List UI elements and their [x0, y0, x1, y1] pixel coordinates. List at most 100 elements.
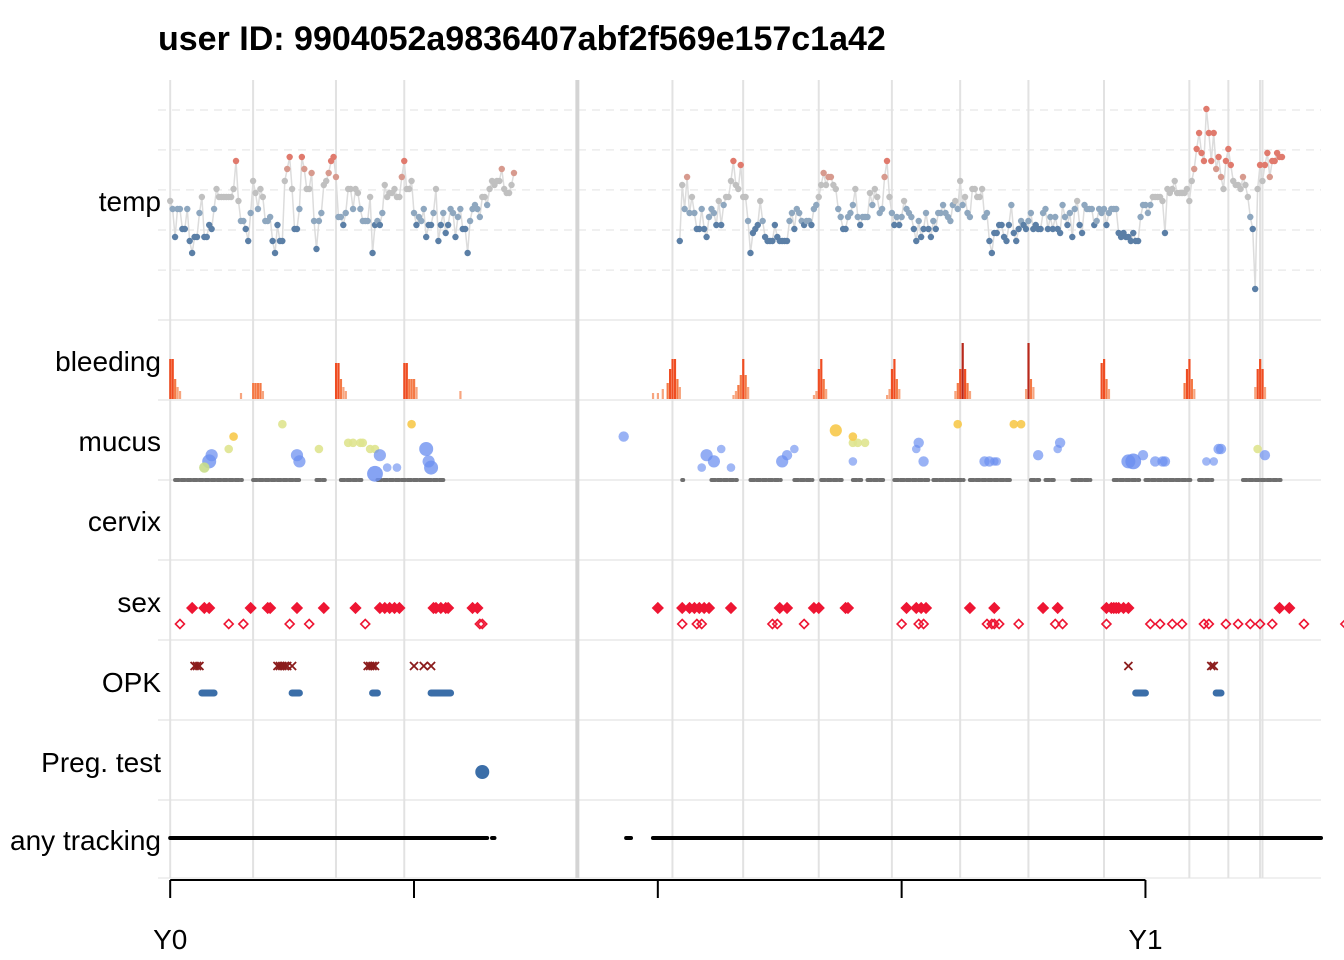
temp-point	[1161, 229, 1169, 237]
mucus-point	[358, 438, 368, 448]
temp-point	[1093, 217, 1100, 225]
temp-point	[869, 201, 876, 209]
temp-point	[993, 229, 1000, 237]
sex-protected-point	[917, 618, 930, 630]
bleeding-bar	[739, 375, 742, 399]
temp-point	[1100, 205, 1108, 213]
opk-positive-point	[409, 661, 419, 671]
temp-point	[715, 197, 722, 205]
sex-unprotected-point	[724, 601, 738, 615]
bleeding-bar	[820, 359, 823, 399]
sex-unprotected-point	[702, 601, 716, 615]
mucus-point	[1215, 443, 1227, 455]
sex-protected-point	[474, 618, 486, 630]
temp-point	[435, 237, 442, 245]
temp-point	[437, 221, 445, 229]
temp-point	[727, 177, 735, 185]
temp-point	[852, 185, 859, 193]
temp-point	[232, 157, 240, 165]
bleeding-bar	[968, 391, 972, 399]
sex-unprotected-point	[900, 601, 913, 615]
row-label-preg: Preg. test	[41, 747, 161, 778]
temp-point	[330, 153, 337, 161]
temp-point	[1013, 237, 1020, 245]
mucus-point	[1125, 453, 1142, 470]
sex-unprotected-point	[651, 601, 664, 615]
temp-point	[1144, 209, 1152, 217]
mucus-point	[848, 457, 858, 466]
temp-point	[1088, 205, 1096, 213]
temp-point	[1015, 225, 1022, 233]
temp-point	[337, 213, 345, 221]
temp-point	[881, 173, 888, 181]
temp-point	[956, 177, 964, 185]
chart-title: user ID: 9904052a9836407abf2f569e157c1a4…	[158, 20, 886, 58]
mucus-point	[424, 460, 439, 475]
sex-protected-point	[284, 618, 296, 630]
sex-protected-point	[1176, 618, 1188, 630]
temp-point	[284, 165, 291, 173]
row-label-mucus: mucus	[79, 426, 161, 457]
preg-test-point	[475, 765, 490, 779]
sex-unprotected-point	[988, 601, 1001, 615]
temp-point	[240, 217, 247, 225]
sex-protected-point	[986, 618, 998, 630]
opk-positive-point	[1209, 661, 1219, 671]
temp-point	[937, 209, 944, 217]
temp-point	[1212, 165, 1220, 173]
temp-point	[759, 217, 766, 225]
temp-point	[354, 189, 362, 197]
bleeding-bar	[239, 393, 243, 399]
mucus-point	[314, 444, 324, 454]
bleeding-bar	[669, 369, 672, 399]
bleeding-bar	[734, 391, 738, 399]
bleeding-bar	[169, 359, 172, 399]
temp-point	[259, 193, 267, 201]
bleeding-bar	[334, 363, 338, 399]
bleeding-bar	[1032, 387, 1035, 399]
temp-point	[688, 193, 696, 201]
bleeding-bar	[344, 391, 347, 399]
temp-point	[856, 221, 864, 229]
bleeding-bar	[676, 379, 679, 399]
temp-point	[483, 201, 491, 209]
bleeding-bar	[737, 385, 740, 399]
temp-point	[742, 193, 749, 201]
sex-protected-point	[1100, 618, 1113, 630]
mucus-point	[992, 457, 1002, 466]
temp-point	[854, 213, 861, 221]
temp-point	[396, 193, 403, 201]
bleeding-bar	[744, 375, 747, 399]
temp-point	[837, 213, 844, 221]
bleeding-bar	[1259, 359, 1262, 399]
temp-point	[1210, 129, 1217, 137]
temp-point	[245, 237, 252, 245]
temp-point	[296, 205, 303, 213]
temp-point	[1188, 177, 1195, 185]
temp-point	[444, 221, 452, 229]
temp-point	[418, 217, 425, 225]
temp-point	[186, 237, 193, 245]
bleeding-bar	[1254, 387, 1257, 399]
temp-point	[510, 169, 518, 177]
temp-point	[1071, 205, 1078, 213]
temp-point	[1142, 201, 1149, 209]
sex-unprotected-point	[780, 601, 794, 615]
bleeding-bar	[342, 387, 345, 399]
temp-point	[440, 209, 447, 217]
sex-protected-point	[1154, 618, 1166, 630]
sex-unprotected-point	[317, 601, 330, 615]
bleeding-bar	[747, 387, 750, 399]
sex-protected-point	[1013, 618, 1025, 630]
mucus-point	[1159, 456, 1171, 467]
mucus-point	[1259, 450, 1271, 461]
bleeding-bar	[651, 393, 655, 399]
bleeding-bar	[1100, 363, 1103, 399]
mucus-point	[1253, 444, 1262, 454]
temp-point	[720, 201, 727, 209]
temp-point	[922, 209, 930, 217]
temp-point	[349, 205, 357, 213]
mucus-point	[829, 424, 842, 437]
temp-point	[508, 181, 515, 189]
